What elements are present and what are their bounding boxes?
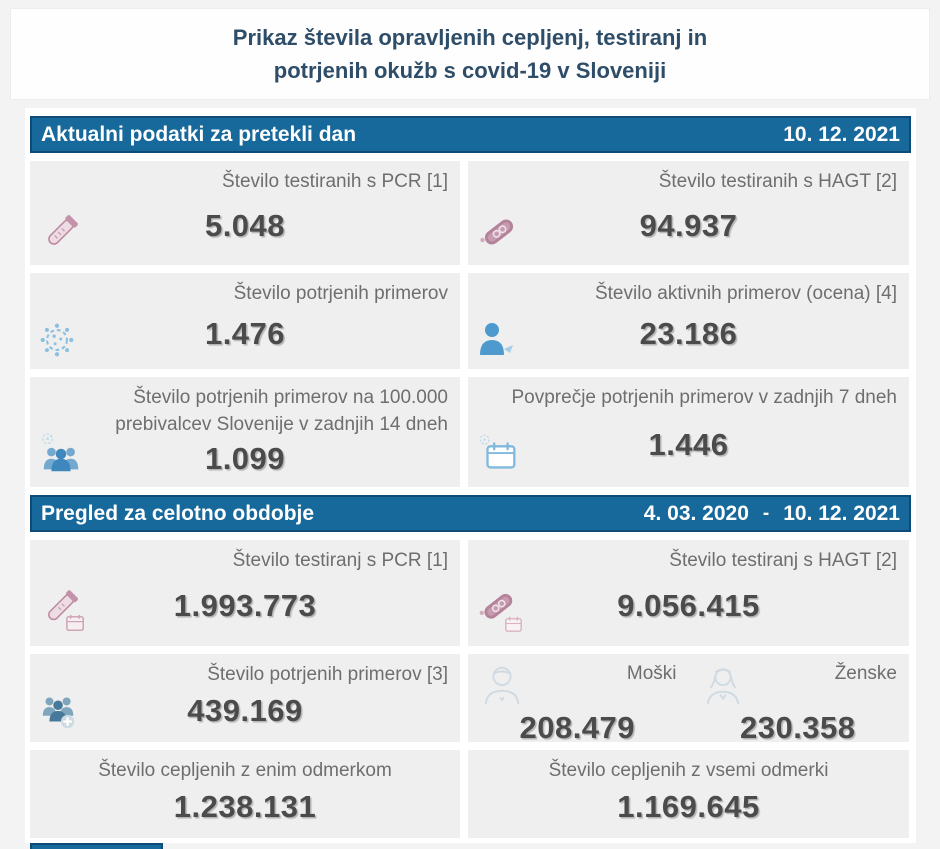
stat-label: Število cepljenih z enim odmerkom (98, 760, 392, 781)
stat-value: 1.476 (204, 316, 286, 351)
section-header-whole-period: Pregled za celotno obdobje 4. 03. 2020 -… (30, 495, 911, 532)
page-title-line1: Prikaz števila opravljenih cepljenj, tes… (232, 25, 708, 50)
people-plus-icon (38, 690, 80, 732)
date-to: 10. 12. 2021 (783, 501, 900, 525)
stat-card-7day-average: Povprečje potrjenih primerov v zadnjih 7… (468, 377, 909, 487)
section-title: Aktualni podatki za pretekli dan (41, 122, 357, 146)
stat-label: Število aktivnih primerov (ocena) [4] (594, 283, 897, 304)
stat-card-one-dose: Število cepljenih z enim odmerkom 1.238.… (30, 750, 460, 838)
calendar-virus-icon (476, 431, 522, 477)
stat-label: Število testiranj s HAGT [2] (669, 550, 897, 571)
stat-value: 9.056.415 (617, 588, 760, 623)
date-range-separator: - (762, 502, 770, 524)
hagt-test-calendar-icon (476, 586, 526, 636)
stat-value: 23.186 (639, 316, 738, 351)
male-outline-icon (478, 662, 526, 710)
stat-card-14day-incidence: Število potrjenih primerov na 100.000 pr… (30, 377, 460, 487)
stat-value: 1.238.131 (173, 789, 317, 824)
stat-label: Število cepljenih z vsemi odmerki (548, 760, 829, 781)
female-half: Ženske 230.358 (689, 654, 910, 742)
stat-value: 1.099 (204, 440, 286, 476)
stat-label: Število testiranih s HAGT [2] (658, 171, 897, 192)
stat-card-hagt-tested: Število testiranih s HAGT [2] 94.937 (468, 161, 909, 265)
female-outline-icon (699, 662, 747, 710)
dashboard-content: Aktualni podatki za pretekli dan 10. 12.… (25, 108, 916, 843)
stat-card-hagt-total: Število testiranj s HAGT [2] 9.056.415 (468, 540, 909, 646)
stat-card-active-cases: Število aktivnih primerov (ocena) [4] 23… (468, 273, 909, 369)
stat-value: 1.169.645 (617, 789, 760, 824)
stat-label: Število potrjenih primerov [3] (207, 664, 448, 685)
stat-value: 5.048 (204, 208, 286, 243)
stat-card-gender-split: Moški 208.479 Ženske (468, 654, 909, 742)
hagt-test-icon (476, 209, 522, 255)
stat-card-pcr-total: Število testiranj s PCR [1] 1.993.773 (30, 540, 460, 646)
stat-label: Število testiranj s PCR [1] (232, 550, 448, 571)
next-section-header-peek (30, 843, 163, 849)
pcr-tube-icon (38, 209, 84, 255)
stat-card-pcr-tested: Število testiranih s PCR [1] 5.048 (30, 161, 460, 265)
title-panel: Prikaz števila opravljenih cepljenj, tes… (10, 8, 930, 100)
stat-label: Povprečje potrjenih primerov v zadnjih 7… (511, 387, 898, 408)
stat-value: 230.358 (739, 710, 856, 742)
section-header-current-day: Aktualni podatki za pretekli dan 10. 12.… (30, 116, 911, 153)
stat-value: 1.446 (648, 427, 729, 462)
stat-value: 208.479 (519, 710, 636, 742)
virus-icon (38, 321, 76, 359)
person-icon (476, 319, 516, 359)
section-title: Pregled za celotno obdobje (41, 501, 315, 525)
whole-period-grid: Število testiranj s PCR [1] 1.993.773 (30, 540, 911, 838)
stat-label: Število potrjenih primerov (233, 283, 448, 304)
stat-value: 1.993.773 (173, 588, 317, 623)
date-from: 4. 03. 2020 (643, 501, 749, 525)
current-day-grid: Število testiranih s PCR [1] 5.048 Števi… (30, 161, 911, 487)
stat-card-fully-vaccinated: Število cepljenih z vsemi odmerki 1.169.… (468, 750, 909, 838)
stat-value: 439.169 (187, 693, 303, 728)
stat-label: Število potrjenih primerov na 100.000 pr… (115, 387, 448, 435)
section-date: 10. 12. 2021 (783, 122, 900, 146)
people-virus-icon (38, 431, 84, 477)
page-title-line2: potrjenih okužb s covid-19 v Sloveniji (273, 58, 667, 83)
section-date-range: 4. 03. 2020 - 10. 12. 2021 (644, 502, 900, 526)
stat-label: Ženske (834, 663, 897, 684)
stat-label: Število testiranih s PCR [1] (222, 171, 448, 192)
stat-label: Moški (626, 663, 677, 684)
male-half: Moški 208.479 (468, 654, 689, 742)
stat-value: 94.937 (639, 208, 738, 243)
pcr-tube-calendar-icon (38, 586, 88, 636)
page-title: Prikaz števila opravljenih cepljenj, tes… (233, 21, 707, 87)
stat-card-confirmed-total: Število potrjenih primerov [3] 439.169 (30, 654, 460, 742)
stat-card-confirmed-cases: Število potrjenih primerov 1.476 (30, 273, 460, 369)
